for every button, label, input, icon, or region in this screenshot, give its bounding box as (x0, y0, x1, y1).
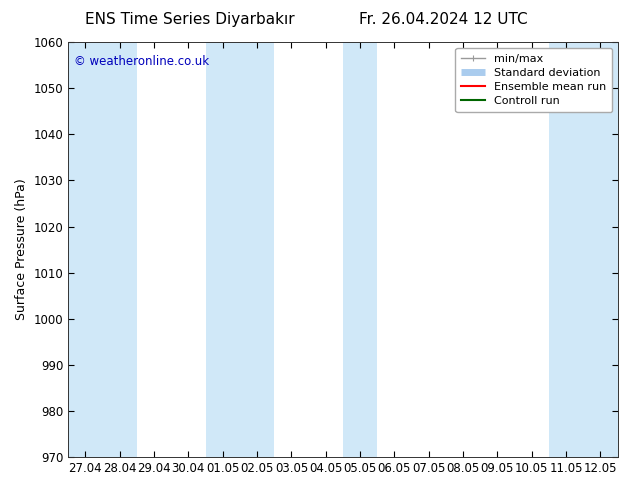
Bar (343, 42, 377, 457)
Text: Fr. 26.04.2024 12 UTC: Fr. 26.04.2024 12 UTC (359, 12, 528, 27)
Bar (549, 42, 583, 457)
Bar (103, 42, 137, 457)
Legend: min/max, Standard deviation, Ensemble mean run, Controll run: min/max, Standard deviation, Ensemble me… (455, 48, 612, 112)
Bar (583, 42, 618, 457)
Bar (240, 42, 275, 457)
Bar (68, 42, 103, 457)
Text: ENS Time Series Diyarbakır: ENS Time Series Diyarbakır (86, 12, 295, 27)
Y-axis label: Surface Pressure (hPa): Surface Pressure (hPa) (15, 179, 28, 320)
Bar (205, 42, 240, 457)
Text: © weatheronline.co.uk: © weatheronline.co.uk (74, 54, 209, 68)
